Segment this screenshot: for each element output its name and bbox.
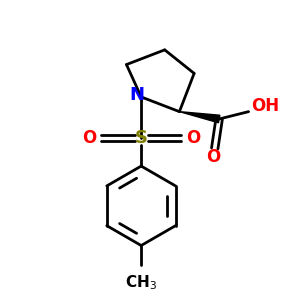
Polygon shape <box>179 112 220 123</box>
Text: S: S <box>135 129 148 147</box>
Text: OH: OH <box>251 97 280 115</box>
Text: N: N <box>129 86 144 104</box>
Text: O: O <box>186 129 200 147</box>
Text: O: O <box>82 129 96 147</box>
Text: O: O <box>206 148 220 166</box>
Text: CH$_3$: CH$_3$ <box>125 274 157 292</box>
